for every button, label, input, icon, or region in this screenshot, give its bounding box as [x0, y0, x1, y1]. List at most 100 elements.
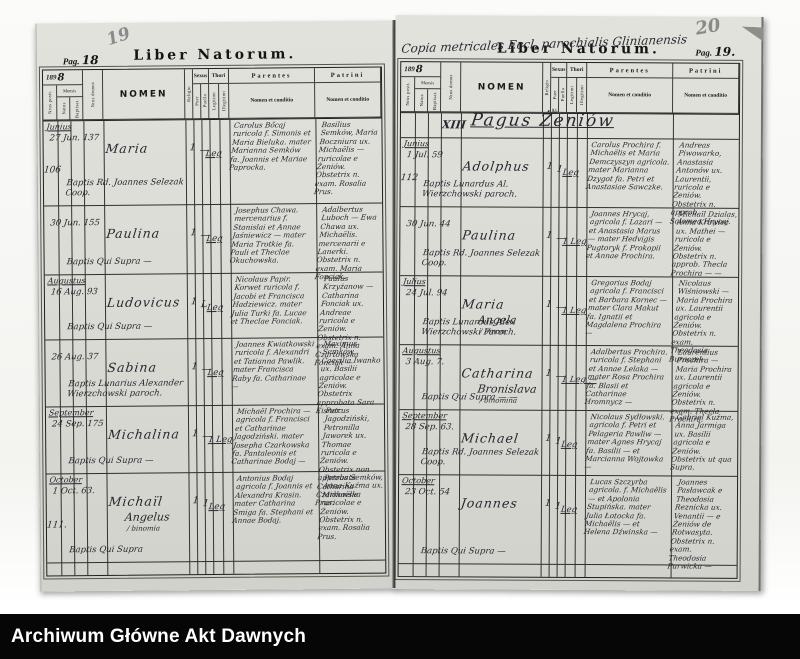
entry-baptis: Baptis Qui Supra — [420, 545, 507, 557]
year-handwritten: 8 [57, 71, 65, 83]
archive-watermark-bar: Archiwum Główne Akt Dawnych [0, 614, 800, 659]
entry-parentes: Adalbertus Prochira. ruricola f. Stephan… [583, 347, 669, 407]
year-handwritten: 8 [415, 63, 423, 75]
col-legitimi-label: Legitimi [569, 85, 575, 105]
col-nrus-posit: Nrus posit. [43, 85, 58, 121]
col-natus-label: Natus [418, 94, 424, 107]
entry-month: September [401, 411, 448, 421]
entry-date: 24 Sep. 175 [51, 418, 105, 430]
entry-baptis: Baptis Lunardus Al. Wierzchowski paroch. [421, 179, 518, 200]
col-natus: Natus [414, 89, 429, 113]
entry-sexus-mark: 1 [545, 298, 553, 310]
entry-baptis: Baptis Qui Supra — — [420, 391, 519, 403]
entry-patrini: Petrus Semków, Anna Kuźma ux. Michaëlis … [316, 472, 384, 541]
entry-patrini: Michaïl Dzialas, Anna Krawiec ux. Mathei… [670, 209, 738, 278]
register-entry: 30 Jun. 44 Paulina 1 — 1 Leg Baptis Rd. … [400, 207, 739, 278]
entry-sexus-mark: 1 [546, 160, 554, 172]
entry-parentes: Lucas Szczyrba agricola. f. Michaëlis — … [583, 477, 668, 537]
register-table-left: 189 8 Nrus posit. Mensis Natus Baptisat.… [38, 63, 390, 580]
entry-name: Michael [460, 430, 520, 446]
col-legitimi: Legitimi [566, 77, 578, 113]
entry-sexus-mark: 1 [190, 296, 198, 308]
entry-thori-mark: Leg [560, 504, 578, 515]
col-thori: Thori [208, 68, 230, 85]
col-nomen: NOMEN [102, 69, 186, 120]
entry-date: 30 Jun. 155 [49, 218, 101, 229]
col-natus: Natus [57, 97, 71, 121]
pag-label-right: Pag. 19. [695, 45, 735, 59]
entry-name: Adolphus [461, 158, 531, 174]
year-cell: 189 8 [42, 70, 84, 86]
entry-parentes: Josephus Chawa. mercenarius f. Stanislai… [229, 205, 306, 266]
col-nrus-domus-label: Nrus domus [448, 74, 454, 100]
register-book: 19 Pag. 1 8 Liber Natorum. 189 8 Nrus pos… [35, 14, 762, 594]
year-cell: 189 8 [401, 62, 442, 78]
entry-note: / binomia [126, 524, 161, 533]
section-title: Pagus Żeniów [469, 110, 617, 132]
entry-sexus-mark: 1 [545, 229, 554, 241]
col-legitimi-label: Legitimi [211, 91, 217, 111]
entry-parentes: Nicolaus Sydłowski. agricola f. Petri et… [583, 412, 666, 472]
entry-margin-number: 112 [400, 173, 419, 184]
entry-sexus-mark: 1 [190, 361, 199, 373]
entry-name: Catharina [460, 365, 535, 381]
col-patrini-sub: Nomen et conditio [672, 78, 740, 114]
register-entry: 112 Junius 1 Jul. 59 Adolphus 1 1 Leg Ba… [400, 138, 739, 225]
entry-patrini: Basilius Semków, Maria Boczniura ux. Mic… [313, 119, 379, 197]
year-printed: 189 [45, 73, 57, 82]
col-baptisat-label: Baptisat. [73, 98, 79, 118]
entry-baptis: Baptis Rd. Joannes Selezak Coop. [421, 248, 541, 268]
pencil-page-number-left: 19 [104, 23, 133, 51]
entry-date: 1 Jul. 59 [406, 150, 444, 161]
col-sexus: Sexus [551, 62, 568, 78]
register-entry: October 23 Oct. 54 Joannes 1 1 Leg Bapti… [398, 475, 738, 571]
col-religio: Religio [542, 62, 552, 113]
entry-name-second: Angelus [124, 510, 171, 524]
register-entry: Julius 24 Jul. 94 Maria Angela / binom 1… [399, 276, 739, 363]
entry-date: 28 Sep. 63. [404, 422, 455, 433]
table-body-right: XIII № Pagus Żeniów 112 Junius 1 Jul. 59… [398, 108, 739, 578]
entry-month: October [48, 475, 83, 485]
col-baptisat: Baptisat. [70, 97, 84, 121]
register-entry: Augustus 3 Aug. 7. Catharina Bronislava … [399, 345, 738, 424]
entry-name: Michaïl [107, 493, 164, 509]
entry-thori-mark: Leg [206, 302, 224, 314]
pag-number: 19. [714, 44, 736, 59]
entry-name: Maria [461, 296, 506, 312]
entry-thori-mark: Leg [205, 148, 223, 160]
col-sexus: Sexus [192, 69, 210, 85]
archive-name: Archiwum Główne Akt Dawnych [11, 625, 307, 647]
col-puella: Puella [558, 77, 568, 113]
entry-patrini: Adalbertus Luboch — Ewa Chawa ux. Michaë… [314, 204, 378, 282]
entry-thori-mark: Leg [205, 233, 224, 245]
section-number: XIII [441, 118, 467, 132]
col-puella-label: Puella [202, 94, 208, 108]
entry-parentes: Carolus Prochira f. Michaëlis et Maria D… [585, 140, 671, 192]
register-entry: 111. October 1 Oct. 63. Michaïl Angelus … [46, 471, 386, 564]
page-title-left: Liber Natorum. [133, 46, 297, 64]
entry-baptis: Baptis Lunarius Alexander Wierzchowski p… [66, 378, 184, 399]
col-nrus-posit: Nrus posit. [400, 77, 416, 113]
col-religio-label: Religio [186, 85, 192, 102]
entry-sexus-mark: 1 [544, 367, 553, 379]
entry-date: 26 Aug. 37 [50, 352, 99, 363]
col-nrus-domus: Nrus domus [82, 69, 104, 121]
entry-sexus-mark: 1 [544, 432, 553, 444]
entry-date: 27 Jun. 137 [48, 133, 100, 144]
col-natus-label: Natus [60, 102, 66, 115]
empty-row [47, 561, 385, 576]
register-entry: 106 Junius 27 Jun. 137 Maria 1 — Leg Bap… [43, 118, 383, 207]
col-legitimi: Legitimi [209, 83, 220, 120]
col-thori: Thori [567, 62, 588, 79]
entry-thori-mark: 1 Leg [561, 305, 587, 317]
entry-month: September [48, 408, 95, 418]
empty-row [399, 564, 737, 578]
entry-baptis: Baptis Qui Supra — [66, 256, 153, 267]
entry-thori-mark: Leg [562, 167, 580, 178]
book-spine [392, 20, 396, 588]
entry-parentes: Gregorius Bodaj agricola f. Francisci et… [584, 278, 668, 338]
col-puer-label: Puer [552, 90, 558, 100]
entry-thori-mark: 1 Leg [207, 434, 233, 446]
col-patrini: Patrini [314, 67, 382, 84]
